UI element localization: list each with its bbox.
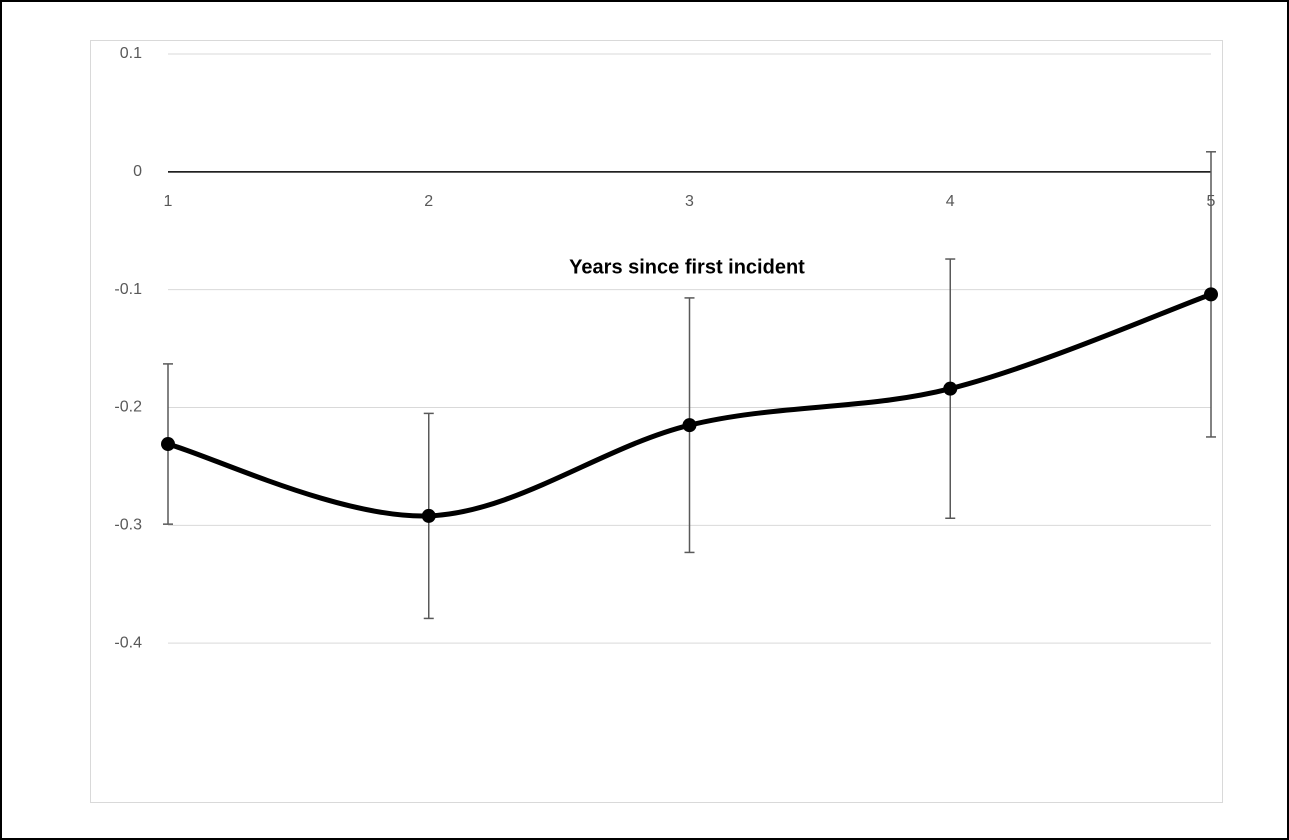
marker (682, 418, 697, 433)
x-tick-label: 2 (424, 193, 433, 210)
y-tick-label: -0.2 (114, 399, 142, 416)
y-tick-label: 0 (133, 163, 142, 180)
y-tick-label: -0.4 (114, 634, 142, 651)
marker (421, 508, 436, 523)
y-tick-label: -0.1 (114, 281, 142, 298)
x-tick-label: 1 (164, 193, 173, 210)
x-tick-label: 4 (946, 193, 955, 210)
y-tick-label: 0.1 (120, 45, 142, 62)
marker (1204, 287, 1218, 302)
x-axis-title: Years since first incident (569, 256, 805, 278)
chart-area-border (90, 40, 1223, 803)
marker (161, 437, 175, 452)
y-tick-label: -0.3 (114, 517, 142, 534)
x-tick-label: 3 (685, 193, 694, 210)
marker (943, 381, 958, 396)
